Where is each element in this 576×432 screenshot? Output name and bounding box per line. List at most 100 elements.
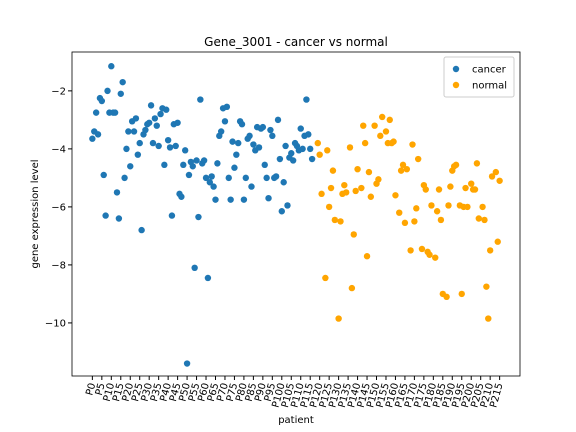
point: [151, 115, 159, 122]
point: [403, 165, 411, 173]
point: [307, 145, 314, 153]
point: [155, 142, 162, 150]
point: [136, 139, 143, 147]
point: [361, 139, 369, 147]
legend-label: cancer: [472, 65, 507, 76]
point: [335, 315, 342, 322]
legend-marker: [452, 65, 460, 73]
point: [468, 180, 475, 187]
point: [348, 284, 356, 292]
x-tick-label: P95: [263, 382, 278, 403]
point: [153, 122, 160, 129]
point: [94, 131, 102, 138]
point: [314, 139, 321, 147]
point: [197, 96, 204, 103]
x-tick-label: P5: [94, 382, 108, 397]
point: [299, 145, 306, 153]
x-tick-label: P20: [121, 382, 136, 403]
point: [115, 215, 123, 222]
point: [308, 155, 316, 163]
point: [462, 184, 469, 192]
point: [358, 184, 365, 192]
point: [390, 138, 397, 145]
point: [324, 147, 331, 154]
point: [98, 97, 106, 105]
point: [240, 196, 248, 203]
point: [183, 360, 191, 367]
point: [371, 122, 378, 129]
point: [214, 160, 221, 167]
point: [367, 193, 375, 200]
point: [303, 96, 310, 103]
point: [322, 274, 329, 282]
point: [401, 219, 409, 227]
point: [125, 128, 132, 135]
point: [166, 144, 174, 151]
point: [172, 142, 179, 150]
point: [375, 176, 382, 183]
point: [189, 163, 196, 170]
y-tick-label: −2: [51, 86, 66, 97]
point: [145, 119, 153, 126]
point: [168, 212, 176, 219]
x-tick-label: P85: [244, 382, 259, 403]
point: [280, 179, 287, 186]
point: [378, 113, 386, 121]
point: [206, 179, 214, 186]
point: [117, 90, 124, 97]
point: [142, 126, 149, 134]
point: [289, 157, 297, 164]
x-tick-label: P25: [130, 382, 145, 403]
point: [265, 194, 272, 202]
point: [488, 173, 496, 180]
point: [363, 253, 371, 260]
point: [132, 115, 140, 122]
point: [108, 63, 115, 70]
point: [246, 132, 253, 140]
x-axis-label: patient: [278, 415, 314, 426]
plot-frame: [71, 51, 521, 377]
point: [100, 171, 107, 179]
point: [200, 157, 208, 164]
point: [202, 174, 210, 182]
point: [414, 155, 422, 163]
x-tick-label: P55: [187, 382, 202, 403]
point: [341, 181, 348, 189]
y-tick-label: −8: [51, 260, 66, 271]
point: [138, 226, 145, 234]
y-tick-label: −4: [51, 144, 66, 155]
point: [396, 209, 403, 216]
point: [161, 161, 168, 169]
legend: cancer normal: [443, 56, 515, 98]
point: [325, 203, 333, 211]
point: [272, 173, 280, 180]
x-tick-label: P50: [177, 382, 192, 403]
point: [435, 186, 443, 193]
point: [360, 122, 367, 129]
point: [113, 189, 121, 196]
point: [382, 128, 390, 135]
x-tick-label: P70: [215, 382, 230, 403]
point: [259, 123, 267, 131]
point: [284, 202, 291, 209]
point: [473, 160, 481, 167]
point: [411, 218, 418, 225]
point: [346, 144, 354, 151]
point: [479, 203, 486, 211]
point: [386, 116, 393, 124]
point: [443, 293, 450, 301]
point: [261, 161, 268, 169]
point: [392, 192, 399, 199]
point: [494, 238, 501, 245]
point: [223, 103, 231, 111]
point: [327, 184, 335, 192]
point: [331, 216, 339, 224]
point: [250, 141, 257, 148]
x-tick-label: P40: [159, 382, 174, 403]
point: [127, 163, 134, 170]
point: [428, 202, 435, 209]
point: [305, 131, 312, 138]
point: [92, 109, 100, 116]
point: [210, 183, 217, 190]
